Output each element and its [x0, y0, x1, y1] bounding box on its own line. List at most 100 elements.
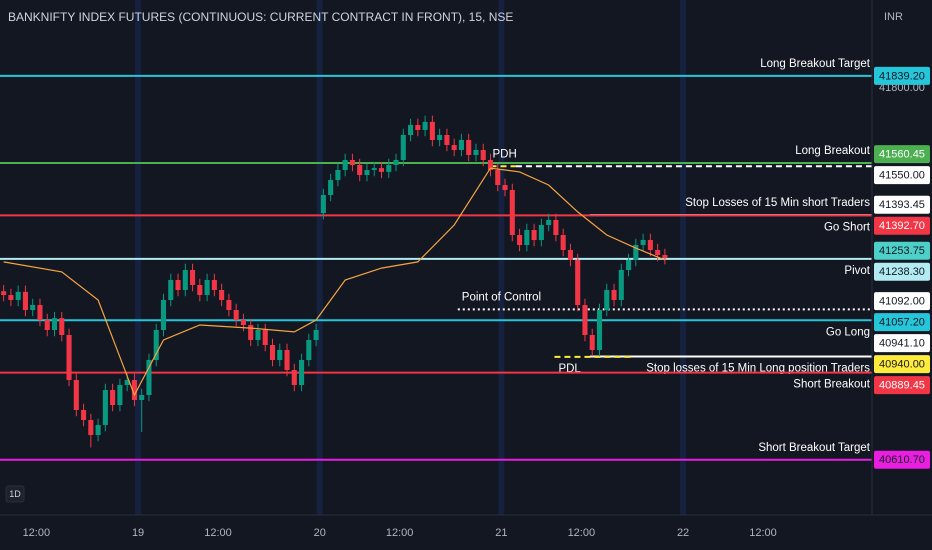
- candle-body: [255, 330, 261, 340]
- candle-body: [190, 270, 196, 285]
- candle-body: [357, 165, 363, 175]
- level-note: Stop Losses of 15 Min short Traders: [685, 197, 870, 209]
- candle-body: [393, 160, 399, 165]
- candle-body: [451, 145, 457, 150]
- candle-body: [240, 320, 246, 325]
- candle-body: [110, 390, 116, 405]
- candle-body: [139, 395, 145, 400]
- price-tag: [874, 292, 930, 311]
- price-tag-label: 41253.75: [879, 245, 925, 257]
- candle-body: [37, 305, 43, 320]
- price-tag-label: 41560.45: [879, 149, 925, 161]
- candle-body: [175, 280, 181, 290]
- level-note: Go Short: [824, 221, 871, 233]
- candle-body: [640, 240, 646, 245]
- candle-body: [517, 235, 523, 245]
- candle-body: [277, 350, 283, 360]
- candle-body: [8, 295, 14, 300]
- x-tick-label: 22: [677, 527, 689, 539]
- candle-body: [197, 285, 203, 295]
- candle-body: [44, 320, 50, 330]
- candle-body: [589, 335, 595, 350]
- candle-body: [299, 360, 305, 385]
- candle-body: [349, 160, 355, 165]
- candle-body: [211, 280, 217, 290]
- candle-body: [117, 385, 123, 405]
- candle-body: [429, 121, 435, 140]
- price-tag: [874, 216, 930, 235]
- candle-body: [269, 345, 276, 360]
- price-tag: [874, 355, 930, 374]
- price-tag-label: 41057.20: [879, 317, 925, 329]
- price-tag-label: 40941.10: [879, 338, 925, 350]
- price-tag-label: 40610.70: [879, 454, 925, 466]
- x-tick-label: 19: [132, 527, 144, 539]
- level-note: Go Long: [826, 326, 870, 338]
- x-tick-label: 12:00: [204, 527, 232, 539]
- level-note: Long Breakout Target: [760, 58, 871, 70]
- candle-body: [596, 310, 603, 350]
- price-tags: 41839.20 41560.45 41550.00 41393.45 41392.70…: [874, 66, 930, 469]
- candle-body: [408, 125, 414, 135]
- candle-body: [313, 330, 319, 340]
- candle-body: [284, 350, 290, 370]
- level-note: Short Breakout: [793, 379, 871, 391]
- candle-body: [124, 380, 130, 385]
- candle-body: [567, 250, 573, 260]
- annotation-label: PDH: [493, 148, 517, 160]
- candle-body: [480, 150, 486, 160]
- candle-body: [473, 150, 479, 155]
- candle-body: [458, 140, 464, 150]
- level-note: Stop losses of 15 Min Long position Trad…: [646, 363, 870, 375]
- candle-body: [22, 291, 28, 310]
- price-tag-label: 41392.70: [879, 220, 925, 232]
- candle-body: [146, 360, 152, 395]
- candle-body: [320, 195, 326, 214]
- level-note: Pivot: [844, 265, 870, 277]
- price-tag-label: 41092.00: [879, 296, 925, 308]
- candle-body: [51, 318, 58, 330]
- candle-body: [306, 340, 312, 360]
- candle-body: [95, 425, 101, 435]
- candle-body: [182, 270, 188, 290]
- interval-button[interactable]: [5, 485, 25, 503]
- session-break: [498, 0, 505, 515]
- candle-body: [219, 290, 225, 300]
- session-break: [135, 0, 142, 515]
- x-tick-label: 12:00: [568, 527, 596, 539]
- price-tag-label: 41393.45: [879, 199, 925, 211]
- session-break: [680, 0, 687, 515]
- candle-body: [15, 291, 21, 300]
- x-tick-label: 12:00: [23, 527, 51, 539]
- candle-body: [560, 235, 566, 250]
- candle-body: [1, 291, 7, 295]
- candle-body: [66, 335, 72, 380]
- candle-body: [335, 170, 341, 180]
- price-tag-label: 41839.20: [879, 70, 925, 82]
- candle-body: [655, 250, 661, 255]
- candle-body: [131, 380, 137, 400]
- price-tag: [874, 262, 930, 281]
- candle-body: [262, 330, 268, 345]
- levels: 41800.00 Long Breakout Target Long Breakou…: [0, 58, 925, 461]
- candle-body: [495, 170, 501, 185]
- overlay: [3, 167, 666, 397]
- price-tag: [874, 66, 930, 85]
- moving-average: [3, 167, 666, 397]
- candle-body: [160, 300, 167, 330]
- candles: [1, 115, 668, 448]
- price-tag: [874, 166, 930, 185]
- price-tag-label: 40940.00: [879, 359, 925, 371]
- candle-body: [444, 135, 450, 145]
- interval-label[interactable]: 1D: [9, 489, 21, 499]
- candle-body: [466, 140, 472, 155]
- candle-body: [415, 125, 421, 130]
- candle-body: [168, 280, 174, 300]
- currency: INR: [884, 11, 903, 23]
- candle-body: [291, 370, 297, 385]
- candle-body: [437, 135, 443, 140]
- y-tick-label: 41800.00: [879, 82, 925, 94]
- candle-body: [102, 390, 108, 425]
